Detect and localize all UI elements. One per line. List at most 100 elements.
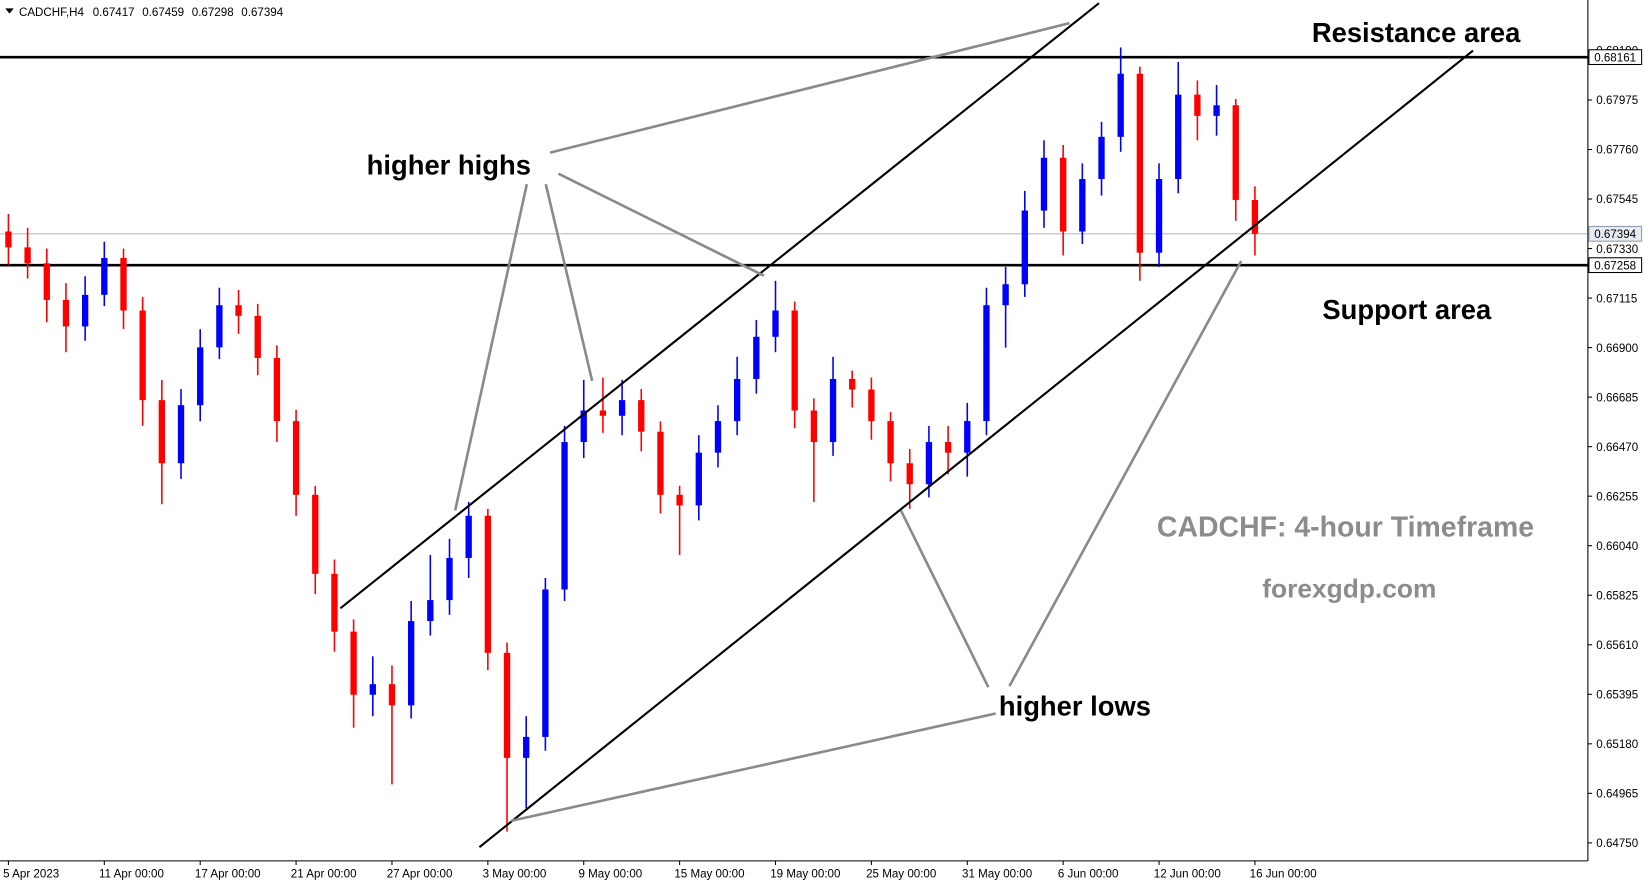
pointer-line — [510, 712, 997, 823]
pointer-line — [453, 183, 529, 511]
menu-arrow[interactable] — [5, 8, 14, 14]
candle-body — [24, 247, 31, 264]
candle-body — [216, 305, 223, 348]
y-tick-label: 0.66685 — [1596, 392, 1638, 404]
candle-body — [753, 336, 760, 379]
price-label-box — [1588, 225, 1643, 242]
x-tick-label: 16 Jun 00:00 — [1250, 869, 1317, 881]
candle-body — [849, 378, 856, 390]
candle-body — [484, 515, 492, 653]
candle-body — [925, 442, 933, 485]
y-tick-label: 0.67975 — [1596, 95, 1638, 107]
candle-body — [254, 315, 261, 358]
annotation: Support area — [1322, 294, 1492, 325]
ohlc-value: 0.67459 — [142, 7, 184, 19]
channel-lower — [478, 49, 1474, 848]
ohlc-value: 0.67394 — [241, 7, 283, 19]
channel-upper — [339, 2, 1100, 610]
x-tick-label: 17 Apr 00:00 — [195, 869, 261, 881]
candle-body — [177, 405, 185, 464]
pointer-line — [544, 183, 594, 382]
candle-body — [235, 305, 242, 316]
annotation: Resistance area — [1312, 17, 1521, 48]
y-tick-label: 0.66900 — [1596, 343, 1638, 355]
candle-body — [733, 378, 741, 422]
pointer-line — [899, 509, 990, 688]
x-tick-label: 3 May 00:00 — [483, 869, 547, 881]
candle-body — [5, 231, 12, 248]
candle-body — [1002, 284, 1009, 306]
candle-body — [714, 421, 722, 453]
candle-body — [465, 515, 472, 558]
candle-body — [772, 310, 779, 337]
x-tick-label: 15 May 00:00 — [674, 869, 744, 881]
candle-body — [964, 421, 971, 453]
candle-body — [1079, 178, 1086, 232]
price-label: 0.68161 — [1594, 52, 1636, 64]
price-label-box — [1588, 49, 1643, 66]
candle-body — [599, 410, 607, 416]
candle-body — [369, 684, 376, 695]
candle-body — [810, 410, 818, 443]
candle-body — [273, 357, 281, 422]
x-tick-label: 12 Jun 00:00 — [1154, 869, 1221, 881]
candle-body — [1098, 136, 1105, 179]
x-tick-label: 9 May 00:00 — [578, 869, 642, 881]
candle-body — [503, 652, 511, 758]
watermark: forexgdp.com — [1262, 574, 1436, 604]
candle-body — [101, 258, 108, 295]
y-tick-label: 0.65825 — [1596, 590, 1638, 602]
candle-body — [312, 494, 319, 574]
candle-body — [944, 442, 952, 453]
x-tick-label: 5 Apr 2023 — [3, 869, 59, 881]
candle-body — [695, 452, 702, 506]
candle-body — [292, 421, 300, 495]
y-tick-label: 0.66040 — [1596, 541, 1638, 553]
symbol: CADCHF,H4 — [19, 7, 85, 19]
x-tick-label: 19 May 00:00 — [770, 869, 840, 881]
y-tick-label: 0.67115 — [1596, 293, 1637, 305]
candle-body — [561, 442, 568, 590]
candle-body — [1232, 105, 1239, 200]
candle-body — [197, 347, 204, 406]
y-tick-label: 0.67545 — [1596, 194, 1638, 206]
y-tick-label: 0.67330 — [1596, 244, 1638, 256]
candle-body — [62, 299, 70, 327]
candle-body — [791, 310, 798, 411]
candle-body — [676, 494, 683, 506]
candle-body — [427, 600, 434, 622]
candle-body — [542, 589, 549, 737]
candle-body — [446, 557, 453, 601]
candle-body — [868, 389, 875, 422]
y-tick-label: 0.64965 — [1596, 789, 1638, 801]
price-label: 0.67394 — [1594, 229, 1636, 241]
price-label: 0.67258 — [1594, 260, 1636, 272]
candle-body — [1194, 94, 1201, 116]
candle-body — [618, 400, 626, 416]
candle-body — [158, 400, 166, 464]
candle-body — [1059, 157, 1067, 232]
candle-body — [887, 421, 894, 464]
y-tick-label: 0.65180 — [1596, 739, 1638, 751]
candle-body — [407, 621, 415, 706]
y-tick-label: 0.67760 — [1596, 145, 1638, 157]
pointer-line — [1008, 260, 1243, 687]
ohlc-value: 0.67298 — [192, 7, 234, 19]
candle-body — [638, 400, 645, 432]
y-tick-label: 0.66255 — [1596, 491, 1638, 503]
y-tick-label: 0.65610 — [1596, 640, 1638, 652]
y-tick-label: 0.65395 — [1596, 690, 1638, 702]
ohlc-value: 0.67417 — [93, 7, 135, 19]
x-tick-label: 25 May 00:00 — [866, 869, 936, 881]
candle-body — [388, 684, 396, 706]
candle-body — [1251, 199, 1259, 234]
candle-body — [1155, 178, 1163, 253]
candle-body — [983, 305, 990, 422]
candle-body — [1136, 73, 1144, 253]
candle-body — [331, 573, 338, 632]
candle-body — [1040, 157, 1048, 211]
x-tick-label: 27 Apr 00:00 — [387, 869, 453, 881]
candle-body — [43, 263, 50, 300]
watermark: CADCHF: 4-hour Timeframe — [1157, 512, 1534, 544]
